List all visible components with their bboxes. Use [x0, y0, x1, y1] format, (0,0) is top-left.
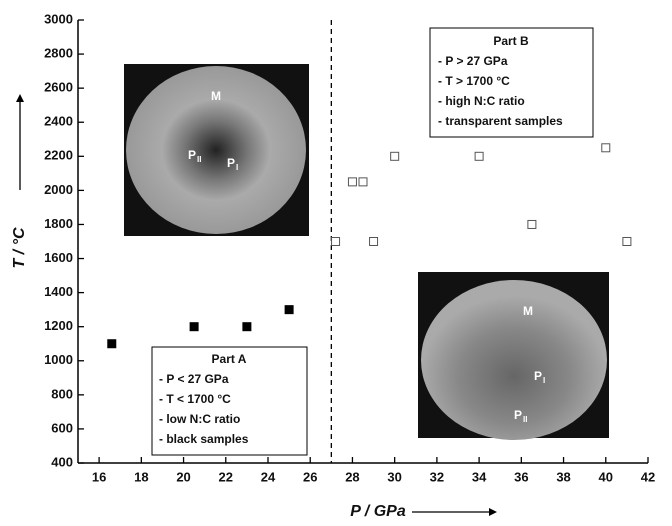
annotation-title: Part A	[212, 352, 247, 366]
y-tick-label: 2800	[44, 46, 73, 61]
y-tick-label: 1000	[44, 352, 73, 367]
annotation-line: - T < 1700 °C	[159, 392, 231, 406]
y-tick-label: 400	[51, 454, 73, 469]
annotation-title: Part B	[493, 34, 529, 48]
x-tick-label: 28	[345, 469, 359, 484]
y-axis-label: T / °C	[11, 227, 28, 269]
x-tick-label: 30	[387, 469, 401, 484]
inset-label: P	[534, 369, 542, 383]
data-point	[602, 144, 610, 152]
inset-label: M	[211, 89, 221, 103]
x-tick-label: 32	[430, 469, 444, 484]
annotation-line: - P < 27 GPa	[159, 372, 229, 386]
y-tick-label: 3000	[44, 11, 73, 26]
data-point	[332, 238, 340, 246]
inset-label: P	[514, 408, 522, 422]
annotation-line: - P > 27 GPa	[438, 54, 508, 68]
x-tick-label: 20	[176, 469, 190, 484]
data-point	[391, 152, 399, 160]
y-tick-label: 600	[51, 420, 73, 435]
data-point	[359, 178, 367, 186]
y-tick-label: 2000	[44, 182, 73, 197]
y-tick-label: 1600	[44, 250, 73, 265]
y-tick-label: 2600	[44, 80, 73, 95]
x-tick-label: 38	[556, 469, 570, 484]
y-tick-label: 2400	[44, 114, 73, 129]
x-tick-label: 22	[219, 469, 233, 484]
x-tick-label: 34	[472, 469, 487, 484]
data-point	[190, 323, 198, 331]
data-point	[243, 323, 251, 331]
x-tick-label: 40	[599, 469, 613, 484]
x-axis-label: P / GPa	[350, 503, 406, 520]
chart: P / GPa T / °C 400 600 800 1000 1200 1400 1600…	[0, 0, 672, 521]
data-point	[285, 306, 293, 314]
annotation-line: - black samples	[159, 432, 249, 446]
inset-label-sub: I	[543, 376, 545, 385]
inset-label-sub: II	[197, 155, 201, 164]
annotation-line: - T > 1700 °C	[438, 74, 510, 88]
y-arrowhead	[16, 94, 24, 102]
inset-label: P	[227, 156, 235, 170]
x-tick-label: 16	[92, 469, 106, 484]
data-point	[348, 178, 356, 186]
annotation-line: - high N:C ratio	[438, 94, 525, 108]
x-tick-label: 26	[303, 469, 317, 484]
data-point	[623, 238, 631, 246]
x-tick-label: 36	[514, 469, 528, 484]
data-point	[108, 340, 116, 348]
annotation-line: - transparent samples	[438, 114, 563, 128]
x-arrowhead	[489, 508, 497, 516]
x-tick-label: 42	[641, 469, 655, 484]
inset-label: P	[188, 148, 196, 162]
x-tick-label: 18	[134, 469, 148, 484]
y-tick-label: 1400	[44, 284, 73, 299]
y-tick-label: 1200	[44, 318, 73, 333]
inset-label: M	[523, 304, 533, 318]
data-point	[475, 152, 483, 160]
y-tick-label: 1800	[44, 216, 73, 231]
data-point	[528, 220, 536, 228]
annotation-line: - low N:C ratio	[159, 412, 240, 426]
x-tick-label: 24	[261, 469, 276, 484]
inset-label-sub: II	[523, 415, 527, 424]
inset-label-sub: I	[236, 163, 238, 172]
data-point	[370, 238, 378, 246]
y-tick-label: 2200	[44, 148, 73, 163]
y-tick-label: 800	[51, 386, 73, 401]
